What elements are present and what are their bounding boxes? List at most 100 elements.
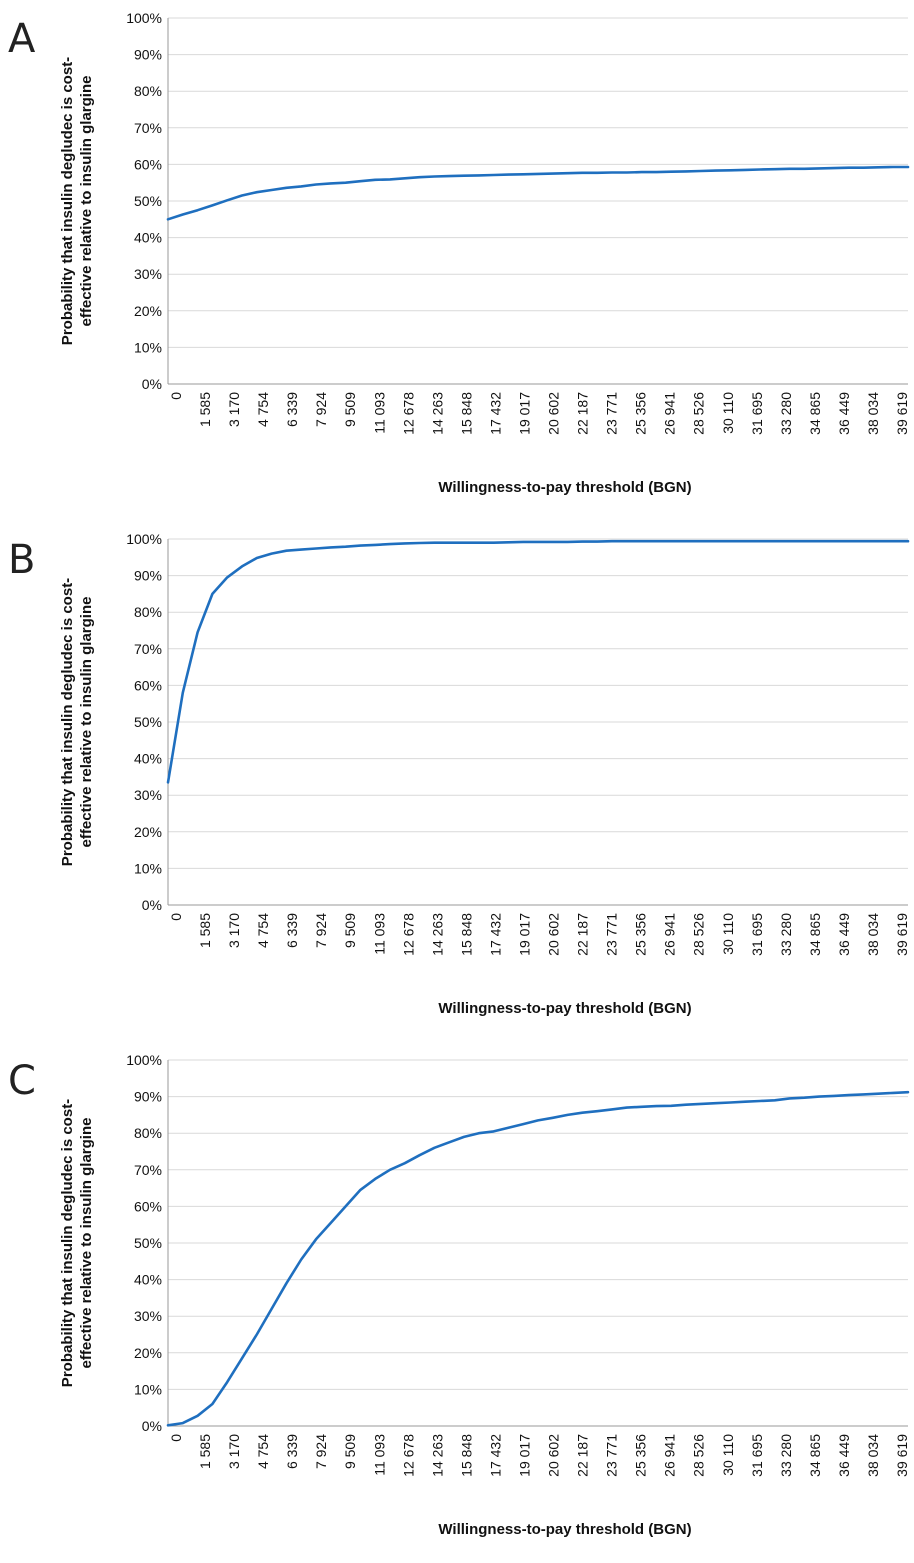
- x-tick-label: 7 924: [313, 1434, 329, 1469]
- y-tick-label: 40%: [134, 230, 162, 246]
- x-tick-label: 3 170: [226, 392, 242, 427]
- y-tick-label: 0%: [142, 897, 162, 913]
- y-tick-label: 10%: [134, 860, 162, 876]
- y-tick-label: 40%: [134, 751, 162, 767]
- y-tick-label: 80%: [134, 604, 162, 620]
- x-tick-label: 17 432: [487, 913, 503, 956]
- x-tick-label: 11 093: [371, 913, 387, 955]
- x-tick-label: 4 754: [255, 1434, 271, 1469]
- x-tick-label: 28 526: [691, 392, 707, 435]
- x-tick-label: 14 263: [429, 392, 445, 435]
- x-tick-label: 25 356: [633, 392, 649, 435]
- x-tick-label: 20 602: [546, 913, 562, 956]
- y-axis-title-line: effective relative to insulin glargine: [78, 1118, 95, 1369]
- series-line: [166, 539, 910, 784]
- x-tick-label: 20 602: [546, 392, 562, 435]
- panel-label: C: [8, 1058, 36, 1104]
- x-tick-label: 30 110: [720, 913, 736, 955]
- chart-c-svg: C 0% 10% 20% 30% 40% 50% 60% 70% 80% 90% 100% 0 1 585…: [8, 1052, 910, 1538]
- x-tick-label: 6 339: [284, 392, 300, 427]
- x-tick-label: 28 526: [691, 913, 707, 956]
- x-tick-label: 19 017: [516, 913, 532, 956]
- y-tick-label: 30%: [134, 266, 162, 282]
- x-tick-label: 12 678: [400, 392, 416, 435]
- x-tick-label: 34 865: [807, 392, 823, 435]
- x-tick-label: 25 356: [633, 1434, 649, 1477]
- y-tick-label: 80%: [134, 83, 162, 99]
- y-tick-label: 30%: [134, 787, 162, 803]
- x-tick-label: 11 093: [371, 392, 387, 434]
- y-tick-label: 70%: [134, 1162, 162, 1178]
- x-tick-label: 0: [168, 1434, 184, 1442]
- x-tick-label: 34 865: [807, 913, 823, 956]
- x-tick-label: 33 280: [778, 1434, 794, 1477]
- y-tick-label: 50%: [134, 714, 162, 730]
- x-tick-label: 30 110: [720, 392, 736, 434]
- y-axis-title-line: Probability that insulin degludec is cos…: [59, 1099, 76, 1387]
- x-tick-label: 15 848: [458, 1434, 474, 1477]
- x-tick-label: 25 356: [633, 913, 649, 956]
- x-tick-label: 31 695: [749, 392, 765, 435]
- x-tick-label: 20 602: [546, 1434, 562, 1477]
- x-tick-label: 6 339: [284, 1434, 300, 1469]
- y-axis-title-line: effective relative to insulin glargine: [78, 76, 95, 327]
- x-tick-label: 7 924: [313, 392, 329, 427]
- x-tick-label: 36 449: [836, 1434, 852, 1477]
- y-tick-label: 10%: [134, 1381, 162, 1397]
- x-tick-label: 38 034: [865, 913, 881, 956]
- x-tick-label: 6 339: [284, 913, 300, 948]
- x-tick-label: 7 924: [313, 913, 329, 948]
- y-tick-label: 20%: [134, 824, 162, 840]
- x-tick-label: 9 509: [342, 1434, 358, 1469]
- x-tick-label: 19 017: [516, 392, 532, 435]
- x-axis-title: Willingness-to-pay threshold (BGN): [438, 1521, 691, 1538]
- y-tick-label: 0%: [142, 1418, 162, 1434]
- x-tick-label: 38 034: [865, 1434, 881, 1477]
- y-tick-label: 60%: [134, 1198, 162, 1214]
- chart-b-svg: B 0% 10% 20% 30% 40% 50% 60% 70% 80% 90% 100% 0 1 585…: [8, 531, 910, 1017]
- chart-panel-b: B 0% 10% 20% 30% 40% 50% 60% 70% 80% 90% 100% 0 1 585…: [0, 521, 914, 1042]
- x-tick-label: 23 771: [604, 1434, 620, 1477]
- y-axis-title-line: Probability that insulin degludec is cos…: [59, 578, 76, 866]
- x-tick-label: 12 678: [400, 913, 416, 956]
- y-tick-label: 50%: [134, 193, 162, 209]
- y-tick-label: 70%: [134, 641, 162, 657]
- x-tick-label: 4 754: [255, 392, 271, 427]
- x-tick-label: 19 017: [516, 1434, 532, 1477]
- x-tick-label: 3 170: [226, 1434, 242, 1469]
- x-tick-label: 17 432: [487, 392, 503, 435]
- chart-panel-c: C 0% 10% 20% 30% 40% 50% 60% 70% 80% 90% 100% 0 1 585…: [0, 1042, 914, 1563]
- x-tick-label: 14 263: [429, 1434, 445, 1477]
- x-tick-label: 33 280: [778, 392, 794, 435]
- x-tick-label: 39 619: [894, 1434, 910, 1477]
- panel-label: B: [8, 537, 35, 583]
- y-tick-label: 60%: [134, 156, 162, 172]
- x-tick-label: 36 449: [836, 913, 852, 956]
- x-tick-label: 15 848: [458, 913, 474, 956]
- x-tick-label: 9 509: [342, 913, 358, 948]
- y-axis-title-line: Probability that insulin degludec is cos…: [59, 57, 76, 345]
- x-tick-label: 31 695: [749, 1434, 765, 1477]
- x-tick-label: 23 771: [604, 392, 620, 435]
- chart-a-svg: A 0% 10% 20% 30% 40% 50% 60% 70% 80% 90% 100% 0 1 585…: [8, 10, 910, 496]
- x-tick-label: 3 170: [226, 913, 242, 948]
- x-tick-label: 22 187: [575, 913, 591, 956]
- x-tick-label: 26 941: [662, 392, 678, 435]
- x-tick-label: 36 449: [836, 392, 852, 435]
- y-tick-label: 50%: [134, 1235, 162, 1251]
- y-axis-title-line: effective relative to insulin glargine: [78, 597, 95, 848]
- x-tick-label: 1 585: [197, 392, 213, 427]
- y-tick-label: 20%: [134, 303, 162, 319]
- x-tick-label: 39 619: [894, 913, 910, 956]
- series-line: [166, 165, 910, 221]
- x-tick-label: 1 585: [197, 1434, 213, 1469]
- x-tick-label: 12 678: [400, 1434, 416, 1477]
- x-tick-label: 1 585: [197, 913, 213, 948]
- x-axis-title: Willingness-to-pay threshold (BGN): [438, 1000, 691, 1017]
- y-tick-label: 0%: [142, 376, 162, 392]
- x-tick-label: 26 941: [662, 1434, 678, 1477]
- x-tick-label: 22 187: [575, 392, 591, 435]
- x-tick-label: 39 619: [894, 392, 910, 435]
- series-line: [166, 1090, 910, 1427]
- y-tick-label: 90%: [134, 568, 162, 584]
